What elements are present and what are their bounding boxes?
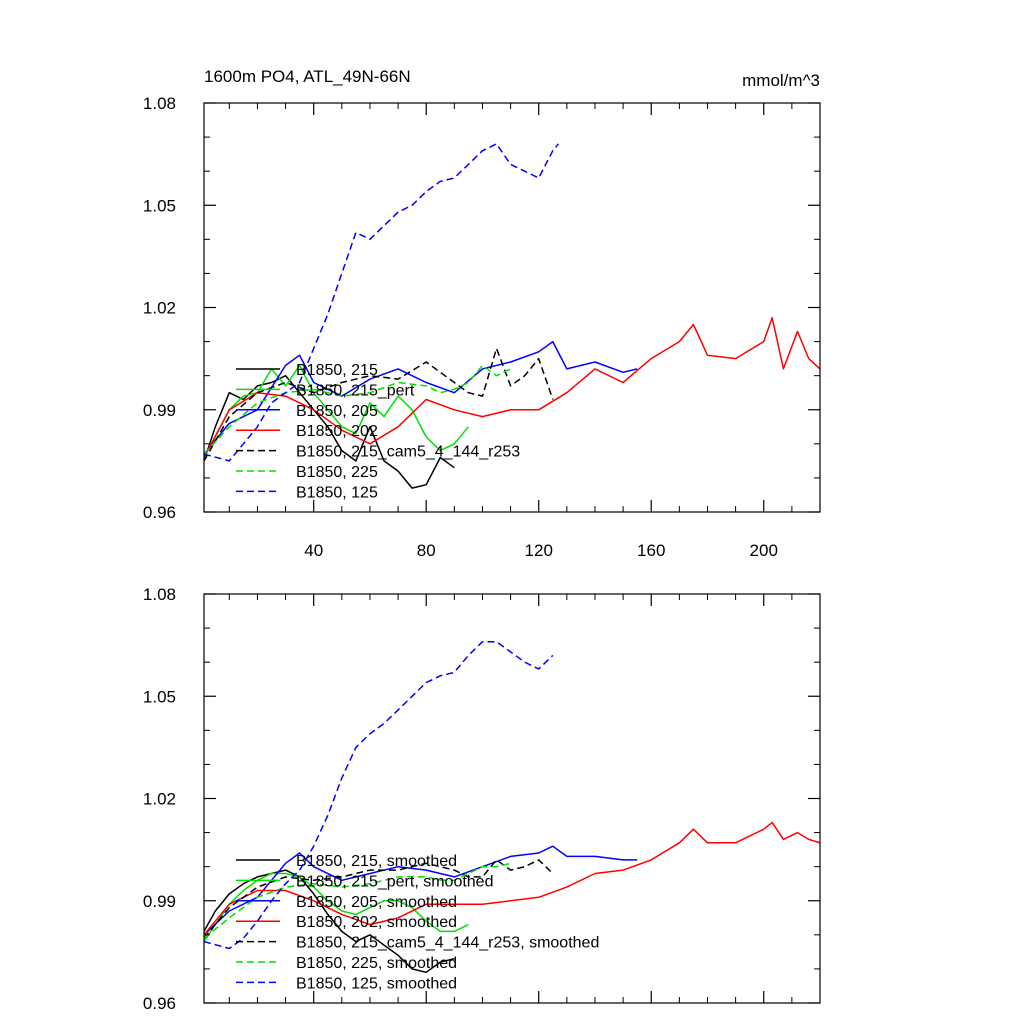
y-tick-label: 0.99 bbox=[143, 892, 176, 911]
legend-label: B1850, 215 bbox=[296, 362, 378, 379]
legend-label: B1850, 202 bbox=[296, 423, 378, 440]
legend-label: B1850, 125 bbox=[296, 484, 378, 501]
series-line-2 bbox=[204, 364, 469, 458]
units-label: mmol/m^3 bbox=[742, 71, 820, 90]
top-panel: 1600m PO4, ATL_49N-66N mmol/m^3 0.96 0.99… bbox=[143, 67, 821, 560]
legend-label: B1850, 225, smoothed bbox=[296, 955, 457, 972]
legend: B1850, 215, smoothed B1850, 215_pert, smo… bbox=[236, 853, 599, 992]
x-tick-label: 160 bbox=[637, 541, 665, 560]
y-tick-label: 1.02 bbox=[143, 299, 176, 318]
legend-label: B1850, 215_pert bbox=[296, 382, 415, 399]
y-tick-label: 1.08 bbox=[143, 585, 176, 604]
legend-label: B1850, 202, smoothed bbox=[296, 914, 457, 931]
legend-label: B1850, 215_pert, smoothed bbox=[296, 873, 493, 890]
chart-title: 1600m PO4, ATL_49N-66N bbox=[204, 67, 411, 86]
series-line-1 bbox=[204, 374, 455, 489]
legend-label: B1850, 205, smoothed bbox=[296, 894, 457, 911]
y-tick-label: 1.05 bbox=[143, 196, 176, 215]
legend-label: B1850, 225 bbox=[296, 464, 378, 481]
series-line-1 bbox=[204, 869, 455, 974]
series-line-6 bbox=[204, 862, 511, 939]
x-tick-label: 40 bbox=[304, 541, 323, 560]
y-tick-label: 0.96 bbox=[143, 994, 176, 1013]
legend-label: B1850, 215_cam5_4_144_r253 bbox=[296, 444, 520, 461]
series-line-7 bbox=[204, 143, 559, 462]
series-line-3 bbox=[204, 845, 638, 936]
y-tick-label: 1.02 bbox=[143, 790, 176, 809]
y-tick-label: 1.08 bbox=[143, 94, 176, 113]
x-tick-label: 80 bbox=[417, 541, 436, 560]
y-tick-label: 1.05 bbox=[143, 687, 176, 706]
y-tick-label: 0.99 bbox=[143, 401, 176, 420]
series-line-4 bbox=[204, 316, 820, 458]
legend-label: B1850, 215, smoothed bbox=[296, 853, 457, 870]
y-tick-label: 0.96 bbox=[143, 503, 176, 522]
bottom-panel: 0.96 0.99 1.02 1.05 1.08 B1850, 215, smoothed… bbox=[143, 585, 821, 1013]
legend-label: B1850, 215_cam5_4_144_r253, smoothed bbox=[296, 935, 599, 952]
series-group bbox=[204, 143, 820, 489]
x-tick-label: 200 bbox=[750, 541, 778, 560]
x-tick-label: 120 bbox=[525, 541, 553, 560]
series-line-3 bbox=[204, 340, 638, 455]
legend: B1850, 215 B1850, 215_pert B1850, 205 B1850… bbox=[236, 362, 520, 501]
series-line-4 bbox=[204, 821, 820, 936]
series-line-6 bbox=[204, 364, 511, 455]
series-line-5 bbox=[204, 347, 554, 462]
legend-label: B1850, 205 bbox=[296, 403, 378, 420]
series-line-2 bbox=[204, 872, 469, 943]
legend-label: B1850, 125, smoothed bbox=[296, 975, 457, 992]
